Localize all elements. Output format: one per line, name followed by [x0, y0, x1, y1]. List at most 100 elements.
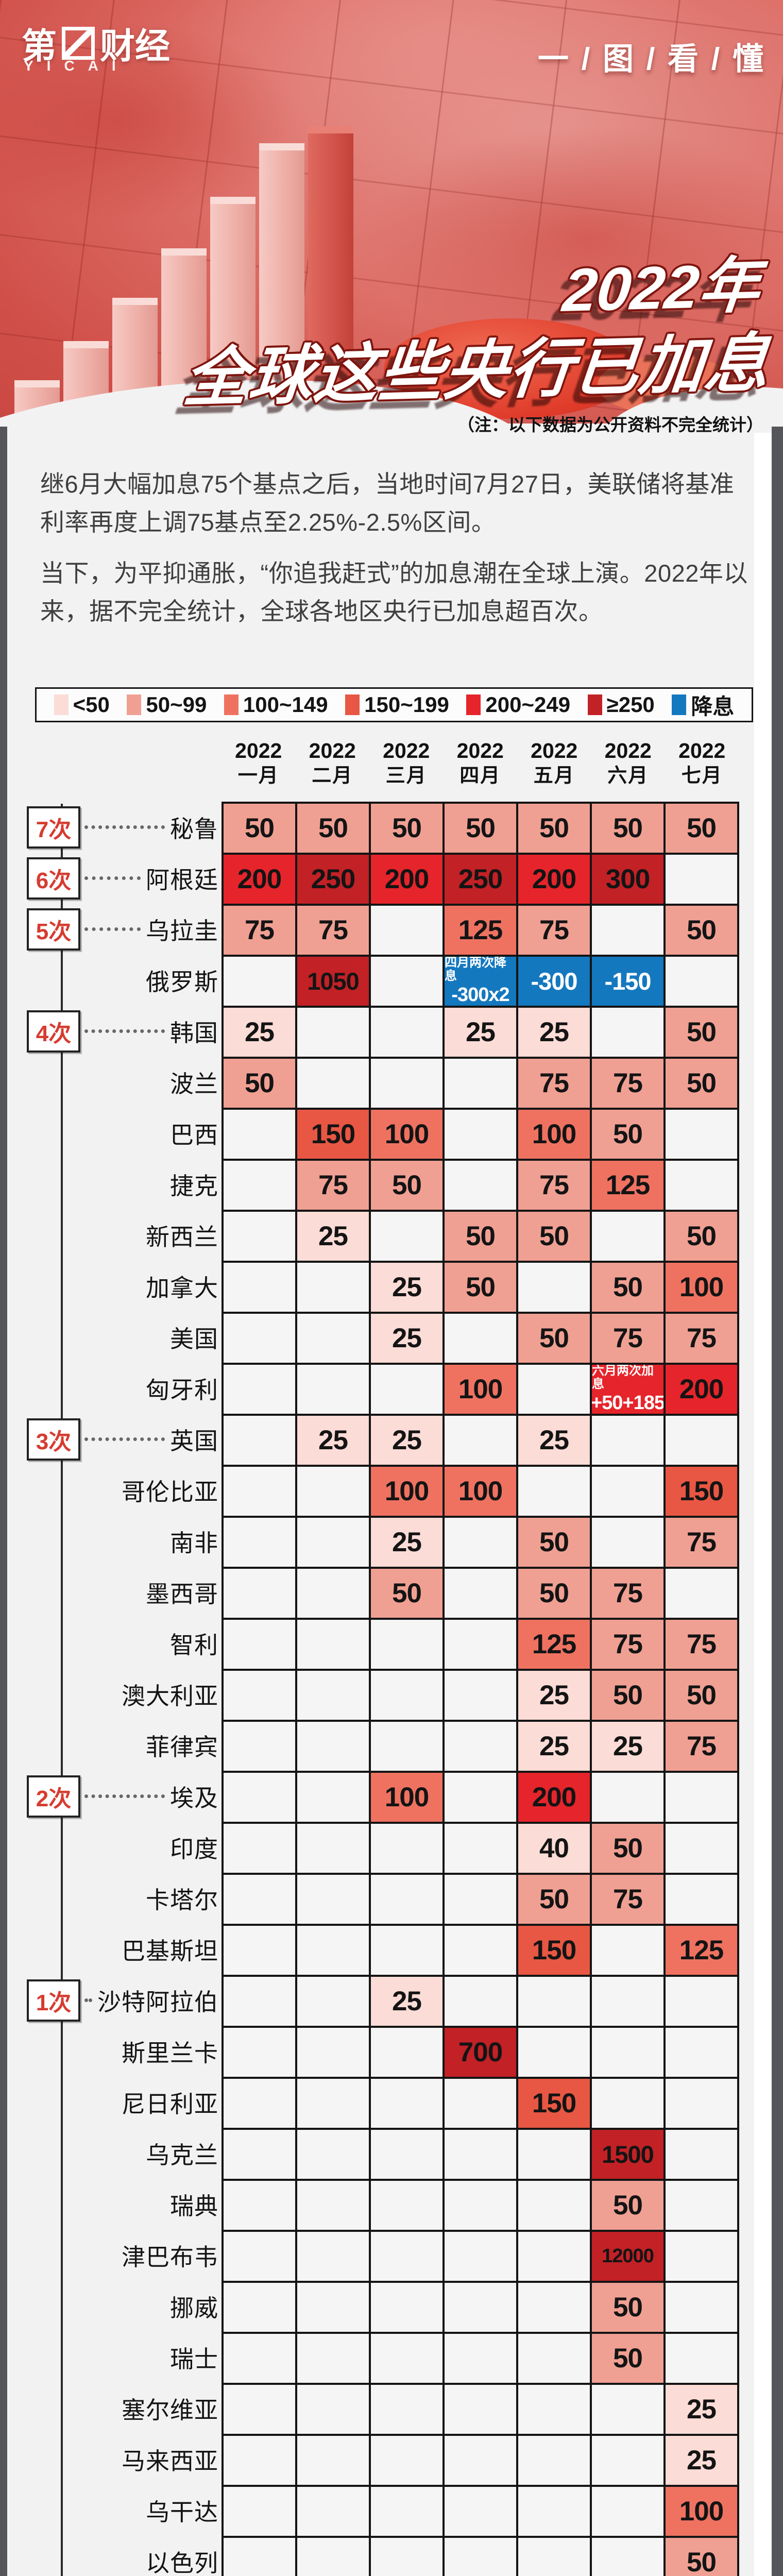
heat-cell [297, 2283, 369, 2332]
heat-cell: 300 [592, 855, 663, 904]
table-row-label: 加拿大 [7, 1261, 222, 1312]
country-label: 乌克兰 [146, 2141, 218, 2168]
cell-value: 50 [687, 1068, 717, 1098]
month-header: 2022 六月 [604, 739, 652, 787]
heat-cell: 75 [592, 1314, 663, 1363]
heat-cell: 50 [666, 1671, 737, 1720]
heat-cell [518, 2385, 590, 2434]
heat-cell [224, 1314, 295, 1363]
cell-value: 25 [539, 1731, 569, 1761]
heat-cell [371, 2028, 442, 2077]
dotted-connector [84, 1794, 165, 1798]
heat-cell [297, 1008, 369, 1057]
cell-value: 50 [392, 1170, 422, 1200]
cell-value: 25 [539, 1017, 569, 1047]
heat-cell [666, 2181, 737, 2230]
heat-cell [297, 2232, 369, 2281]
cell-value: 25 [687, 2445, 717, 2476]
heat-cell [445, 1110, 516, 1159]
heat-cell [666, 1773, 737, 1822]
heat-cell [371, 2130, 442, 2179]
heat-cell [592, 1008, 663, 1057]
heat-cell: 25 [518, 1008, 590, 1057]
heat-cell: 75 [518, 1059, 590, 1108]
heat-cell [666, 855, 737, 904]
heat-cell: 125 [518, 1620, 590, 1669]
cell-value: 200 [532, 1782, 576, 1812]
table-row-label: 4次 韩国 [7, 1006, 222, 1057]
heat-cell: 200 [518, 1773, 590, 1822]
heat-cell: 75 [518, 1161, 590, 1210]
cell-value: 50 [687, 1680, 717, 1710]
heat-cell: 25 [297, 1212, 369, 1261]
heat-cell: 40 [518, 1824, 590, 1873]
heat-cell: 75 [518, 906, 590, 955]
heat-cell [224, 1212, 295, 1261]
cell-value: 100 [384, 1476, 429, 1506]
heat-cell: 75 [592, 1875, 663, 1924]
table-row-label: 瑞典 [7, 2179, 222, 2230]
dotted-connector [84, 876, 141, 880]
month-header: 2022 二月 [309, 739, 356, 787]
heat-cell [445, 1977, 516, 2026]
heat-cell: 250 [297, 855, 369, 904]
heat-cell [445, 1926, 516, 1975]
country-label: 菲律宾 [146, 1733, 218, 1760]
heat-cell [224, 2130, 295, 2179]
table-row-label: 2次 埃及 [7, 1771, 222, 1822]
cell-value: 300 [605, 864, 650, 894]
heat-cell: 50 [518, 1212, 590, 1261]
dotted-connector [84, 825, 165, 829]
cell-value: -150 [604, 968, 651, 995]
heat-cell: 50 [371, 1161, 442, 1210]
heat-cell [297, 1059, 369, 1108]
country-label: 埃及 [170, 1784, 218, 1811]
heat-cell [297, 1620, 369, 1669]
heat-cell [371, 1059, 442, 1108]
heat-cell [666, 1110, 737, 1159]
heat-cell [297, 1671, 369, 1720]
cell-value: 25 [392, 1986, 422, 2016]
heat-cell: 50 [592, 804, 663, 853]
bar-illustration-front [308, 126, 353, 428]
heat-cell: 50 [592, 2181, 663, 2230]
cell-value: 100 [384, 1119, 429, 1149]
heat-cell [592, 1212, 663, 1261]
table-row-label: 以色列 [7, 2536, 222, 2576]
logo-square-icon [62, 26, 95, 60]
legend-swatch [345, 694, 360, 715]
month-header: 2022 七月 [678, 739, 726, 787]
cell-value: 25 [539, 1680, 569, 1710]
heat-cell [518, 2232, 590, 2281]
country-label: 匈牙利 [146, 1376, 218, 1403]
table-row-label: 波兰 [7, 1057, 222, 1108]
heat-cell [297, 1722, 369, 1771]
heat-cell: 50 [371, 1569, 442, 1618]
header-banner: 第财经 YICAI 一 / 图 / 看 / 懂 2022年 全球这些央行已加息 [0, 0, 783, 433]
country-label: 斯里兰卡 [122, 2039, 218, 2066]
table-row-label: 墨西哥 [7, 1567, 222, 1618]
table-row-label: 新西兰 [7, 1210, 222, 1261]
cell-value: 25 [318, 1221, 348, 1251]
cell-value: -300 [531, 968, 577, 995]
legend-label: 50~99 [146, 692, 207, 717]
cell-value: 25 [392, 1527, 422, 1557]
heat-cell [297, 2334, 369, 2383]
heat-cell [371, 1722, 442, 1771]
cell-value: 125 [532, 1629, 576, 1659]
legend-item: 200~249 [466, 692, 570, 717]
table-row-label: 乌干达 [7, 2485, 222, 2536]
country-label: 乌拉圭 [146, 917, 218, 944]
heat-cell [666, 2130, 737, 2179]
heat-cell: 75 [224, 906, 295, 955]
heat-cell: 200 [518, 855, 590, 904]
heat-cell [371, 1365, 442, 1414]
heat-cell [297, 1314, 369, 1363]
legend-item: <50 [54, 692, 110, 717]
heat-cell [224, 1263, 295, 1312]
country-label: 挪威 [170, 2294, 218, 2321]
country-label: 英国 [170, 1427, 218, 1454]
heat-cell [666, 1416, 737, 1465]
cell-value: 50 [539, 1527, 569, 1557]
dotted-connector [84, 927, 141, 931]
